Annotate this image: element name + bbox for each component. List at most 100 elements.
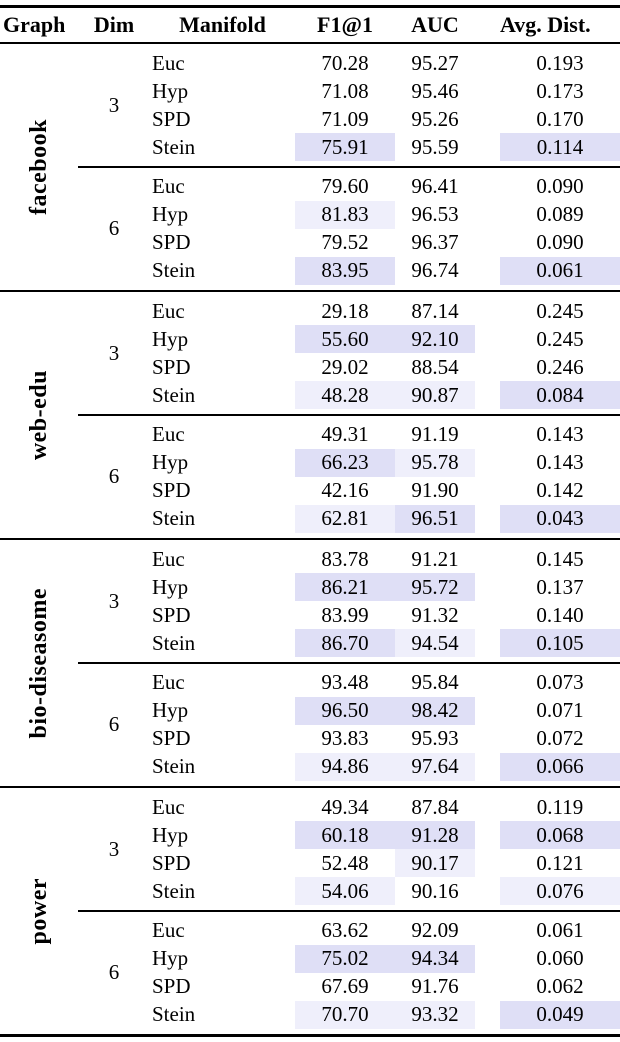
- metric-cell-avg-dist: 0.043: [475, 504, 620, 533]
- dim-value: 3: [108, 836, 120, 861]
- metric-cell-avg-dist-value: 0.084: [500, 381, 620, 409]
- metric-cell-auc: 96.53: [395, 201, 475, 229]
- metric-cell-avg-dist: 0.170: [475, 105, 620, 133]
- dim-value: 6: [108, 464, 120, 488]
- metric-cell-auc-value: 95.93: [411, 726, 459, 750]
- metric-cell-avg-dist-value: 0.043: [500, 504, 620, 533]
- metric-cell-f1: 62.81: [295, 504, 395, 533]
- table-row: Hyp 66.23 95.78 0.143: [150, 448, 620, 477]
- metric-cell-avg-dist-value: 0.068: [500, 821, 620, 849]
- metric-cell-auc-value: 91.21: [411, 546, 459, 571]
- manifold-cell: Hyp: [152, 698, 189, 722]
- metric-cell-auc-value: 95.59: [411, 134, 459, 159]
- metric-cell-f1: 93.48: [295, 669, 395, 697]
- metric-cell-f1: 54.06: [295, 877, 395, 905]
- column-header-avg-dist: Avg. Dist.: [475, 12, 620, 38]
- dim-block: 3 Euc 70.28 95.27 0.193 Hyp 71.08 95.46 0.173 SPD…: [78, 44, 620, 166]
- metric-cell-auc-value: 95.27: [411, 50, 459, 75]
- metric-cell-auc: 96.37: [395, 229, 475, 257]
- manifold-cell: Euc: [152, 174, 185, 198]
- metric-cell-auc: 91.28: [395, 821, 475, 849]
- table-row: SPD 83.99 91.32 0.140: [150, 601, 620, 629]
- metric-cell-auc: 96.41: [395, 173, 475, 201]
- metric-cell-avg-dist-value: 0.173: [536, 78, 584, 103]
- manifold-cell: Stein: [152, 134, 196, 159]
- column-header-f1: F1@1: [317, 12, 373, 37]
- graph-label-cell: web-edu: [0, 292, 78, 538]
- metric-cell-f1: 94.86: [295, 752, 395, 781]
- manifold-cell: Hyp: [152, 326, 189, 351]
- metric-cell-auc: 87.84: [395, 793, 475, 821]
- metric-cell-avg-dist: 0.173: [475, 77, 620, 105]
- metric-cell-avg-dist-value: 0.105: [500, 629, 620, 657]
- manifold-cell: Euc: [152, 670, 185, 694]
- metric-cell-auc-value: 90.17: [395, 849, 475, 877]
- metric-cell-auc-value: 95.46: [411, 78, 459, 103]
- metric-cell-auc-value: 90.16: [411, 878, 459, 903]
- metric-cell-avg-dist: 0.062: [475, 973, 620, 1001]
- metric-cell-f1-value: 70.28: [321, 50, 369, 75]
- metric-cell-f1: 63.62: [295, 917, 395, 945]
- manifold-cell: Stein: [152, 630, 196, 655]
- metric-cell-f1: 49.31: [295, 421, 395, 449]
- metric-cell-auc: 95.78: [395, 448, 475, 477]
- graph-label: web-edu: [25, 369, 52, 460]
- metric-cell-avg-dist-value: 0.121: [536, 850, 584, 875]
- metric-cell-auc-value: 95.84: [411, 670, 459, 694]
- metric-cell-f1-value: 86.70: [295, 629, 395, 657]
- metric-cell-avg-dist: 0.066: [475, 752, 620, 781]
- metric-cell-auc: 95.84: [395, 669, 475, 697]
- graph-group-web-edu: web-edu 3 Euc 29.18 87.14 0.245 Hyp 55.60 92.10 0…: [0, 292, 620, 538]
- metric-cell-avg-dist-value: 0.246: [536, 354, 584, 379]
- metric-cell-avg-dist-value: 0.061: [500, 256, 620, 285]
- metric-cell-f1-value: 94.86: [295, 752, 395, 781]
- metric-cell-avg-dist-value: 0.072: [536, 726, 584, 750]
- column-header-manifold: Manifold: [179, 12, 266, 37]
- graph-group-body: 3 Euc 83.78 91.21 0.145 Hyp 86.21 95.72 0.137 SPD…: [78, 540, 620, 786]
- metric-cell-f1: 49.34: [295, 793, 395, 821]
- metric-cell-avg-dist: 0.245: [475, 297, 620, 325]
- table-row: Hyp 75.02 94.34 0.060: [150, 944, 620, 973]
- metric-cell-auc-value: 96.53: [411, 202, 459, 226]
- graph-label: power: [25, 877, 52, 944]
- metric-cell-auc: 93.32: [395, 1000, 475, 1029]
- metric-cell-auc-value: 96.37: [411, 230, 459, 254]
- metric-cell-avg-dist-value: 0.143: [536, 450, 584, 474]
- metric-cell-f1: 93.83: [295, 725, 395, 753]
- manifold-cell: Stein: [152, 878, 196, 903]
- metric-cell-f1-value: 75.02: [295, 944, 395, 973]
- metric-cell-avg-dist-value: 0.245: [536, 298, 584, 323]
- metric-cell-auc: 95.27: [395, 49, 475, 77]
- manifold-cell: Hyp: [152, 78, 189, 103]
- manifold-cell: Hyp: [152, 450, 189, 474]
- metric-cell-auc: 92.09: [395, 917, 475, 945]
- metric-cell-avg-dist: 0.072: [475, 725, 620, 753]
- metric-cell-f1-value: 93.83: [321, 726, 369, 750]
- manifold-cell: Euc: [152, 794, 185, 819]
- table-row: Hyp 96.50 98.42 0.071: [150, 696, 620, 725]
- metric-cell-auc-value: 91.28: [395, 821, 475, 849]
- table-row: SPD 93.83 95.93 0.072: [150, 725, 620, 753]
- column-header-auc: AUC: [411, 12, 459, 37]
- metric-cell-f1: 83.95: [295, 256, 395, 285]
- table-row: SPD 52.48 90.17 0.121: [150, 849, 620, 877]
- dim-divider-rule: [78, 166, 620, 168]
- dim-value: 3: [108, 588, 120, 613]
- table-row: Euc 79.60 96.41 0.090: [150, 173, 620, 201]
- dim-block: 3 Euc 29.18 87.14 0.245 Hyp 55.60 92.10 0.245 SPD…: [78, 292, 620, 414]
- table-header-row: Graph Dim Manifold F1@1 AUC Avg. Dist.: [0, 8, 620, 42]
- metric-cell-avg-dist-value: 0.137: [536, 574, 584, 599]
- metric-cell-f1-value: 83.95: [295, 256, 395, 285]
- metric-cell-f1-value: 52.48: [321, 850, 369, 875]
- manifold-cell: Euc: [152, 546, 185, 571]
- metric-cell-f1-value: 48.28: [295, 381, 395, 409]
- metric-cell-auc: 91.21: [395, 545, 475, 573]
- manifold-cell: Hyp: [152, 202, 189, 226]
- dim-divider-rule: [78, 414, 620, 416]
- metric-cell-auc-value: 91.90: [411, 478, 459, 502]
- metric-cell-avg-dist-value: 0.090: [536, 174, 584, 198]
- metric-cell-avg-dist-value: 0.066: [500, 752, 620, 781]
- table-row: Hyp 71.08 95.46 0.173: [150, 77, 620, 105]
- metric-cell-auc-value: 95.26: [411, 106, 459, 131]
